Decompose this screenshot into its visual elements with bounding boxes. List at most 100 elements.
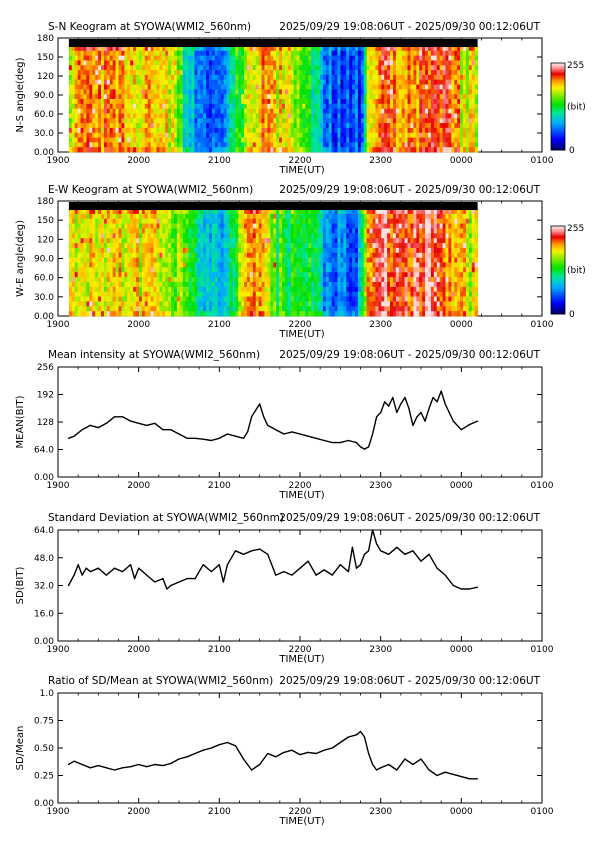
keogram-cell [273, 138, 276, 143]
keogram-cell [279, 104, 282, 109]
keogram-cell [215, 99, 218, 104]
keogram-cell [218, 277, 221, 282]
keogram-cell [133, 287, 136, 292]
keogram-cell [186, 113, 189, 118]
keogram-cell [229, 75, 232, 80]
keogram-cell [285, 272, 288, 277]
keogram-cell [206, 287, 209, 292]
keogram-cell [154, 80, 157, 85]
keogram-cell [235, 70, 238, 75]
keogram-cell [133, 99, 136, 104]
keogram-cell [302, 65, 305, 70]
keogram-cell [238, 60, 241, 65]
keogram-cell [419, 89, 422, 94]
keogram-cell [165, 311, 168, 316]
keogram-cell [273, 113, 276, 118]
keogram-cell [148, 109, 151, 114]
keogram-cell [192, 306, 195, 311]
keogram-cell [387, 94, 390, 99]
keogram-cell [343, 113, 346, 118]
keogram-cell [443, 104, 446, 109]
keogram-image [69, 202, 478, 316]
keogram-cell [279, 243, 282, 248]
keogram-cell [232, 94, 235, 99]
keogram-cell [405, 118, 408, 123]
keogram-cell [162, 267, 165, 272]
keogram-cell [238, 89, 241, 94]
keogram-cell [139, 258, 142, 263]
keogram-cell [107, 292, 110, 297]
keogram-cell [72, 277, 75, 282]
keogram-cell [145, 99, 148, 104]
keogram-cell [165, 123, 168, 128]
keogram-cell [364, 75, 367, 80]
keogram-cell [72, 128, 75, 133]
keogram-cell [265, 60, 268, 65]
keogram-cell [95, 248, 98, 253]
keogram-cell [95, 85, 98, 90]
keogram-cell [183, 113, 186, 118]
keogram-cell [314, 80, 317, 85]
keogram-cell [212, 142, 215, 147]
keogram-cell [413, 142, 416, 147]
keogram-cell [69, 109, 72, 114]
keogram-cell [224, 224, 227, 229]
keogram-cell [148, 306, 151, 311]
keogram-cell [194, 238, 197, 243]
keogram-cell [142, 224, 145, 229]
keogram-cell [413, 89, 416, 94]
keogram-cell [92, 306, 95, 311]
keogram-cell [162, 65, 165, 70]
keogram-cell [194, 306, 197, 311]
keogram-cell [215, 80, 218, 85]
keogram-cell [81, 138, 84, 143]
keogram-cell [145, 267, 148, 272]
x-tick-label: 0100 [531, 156, 554, 166]
keogram-cell [294, 60, 297, 65]
keogram-cell [139, 60, 142, 65]
keogram-cell [121, 219, 124, 224]
keogram-cell [148, 51, 151, 56]
keogram-cell [294, 118, 297, 123]
keogram-cell [320, 109, 323, 114]
keogram-cell [352, 104, 355, 109]
keogram-cell [206, 147, 209, 152]
keogram-cell [273, 128, 276, 133]
keogram-cell [224, 297, 227, 302]
keogram-cell [113, 85, 116, 90]
keogram-cell [229, 301, 232, 306]
keogram-cell [89, 228, 92, 233]
keogram-cell [253, 56, 256, 61]
keogram-cell [267, 267, 270, 272]
keogram-cell [270, 118, 273, 123]
keogram-cell [78, 133, 81, 138]
keogram-cell [378, 109, 381, 114]
keogram-cell [200, 311, 203, 316]
keogram-cell [156, 219, 159, 224]
keogram-cell [475, 147, 478, 152]
keogram-cell [305, 60, 308, 65]
keogram-cell [370, 94, 373, 99]
keogram-cell [373, 94, 376, 99]
keogram-cell [165, 70, 168, 75]
keogram-cell [337, 80, 340, 85]
keogram-cell [107, 258, 110, 263]
keogram-cell [189, 272, 192, 277]
keogram-cell [259, 60, 262, 65]
keogram-cell [419, 142, 422, 147]
keogram-cell [130, 147, 133, 152]
keogram-cell [340, 138, 343, 143]
keogram-cell [390, 142, 393, 147]
keogram-cell [387, 109, 390, 114]
keogram-cell [75, 70, 78, 75]
keogram-cell [78, 272, 81, 277]
keogram-cell [200, 267, 203, 272]
keogram-cell [200, 142, 203, 147]
keogram-cell [367, 128, 370, 133]
keogram-cell [364, 99, 367, 104]
keogram-cell [221, 80, 224, 85]
keogram-cell [256, 287, 259, 292]
keogram-cell [101, 297, 104, 302]
keogram-cell [151, 147, 154, 152]
keogram-cell [451, 99, 454, 104]
